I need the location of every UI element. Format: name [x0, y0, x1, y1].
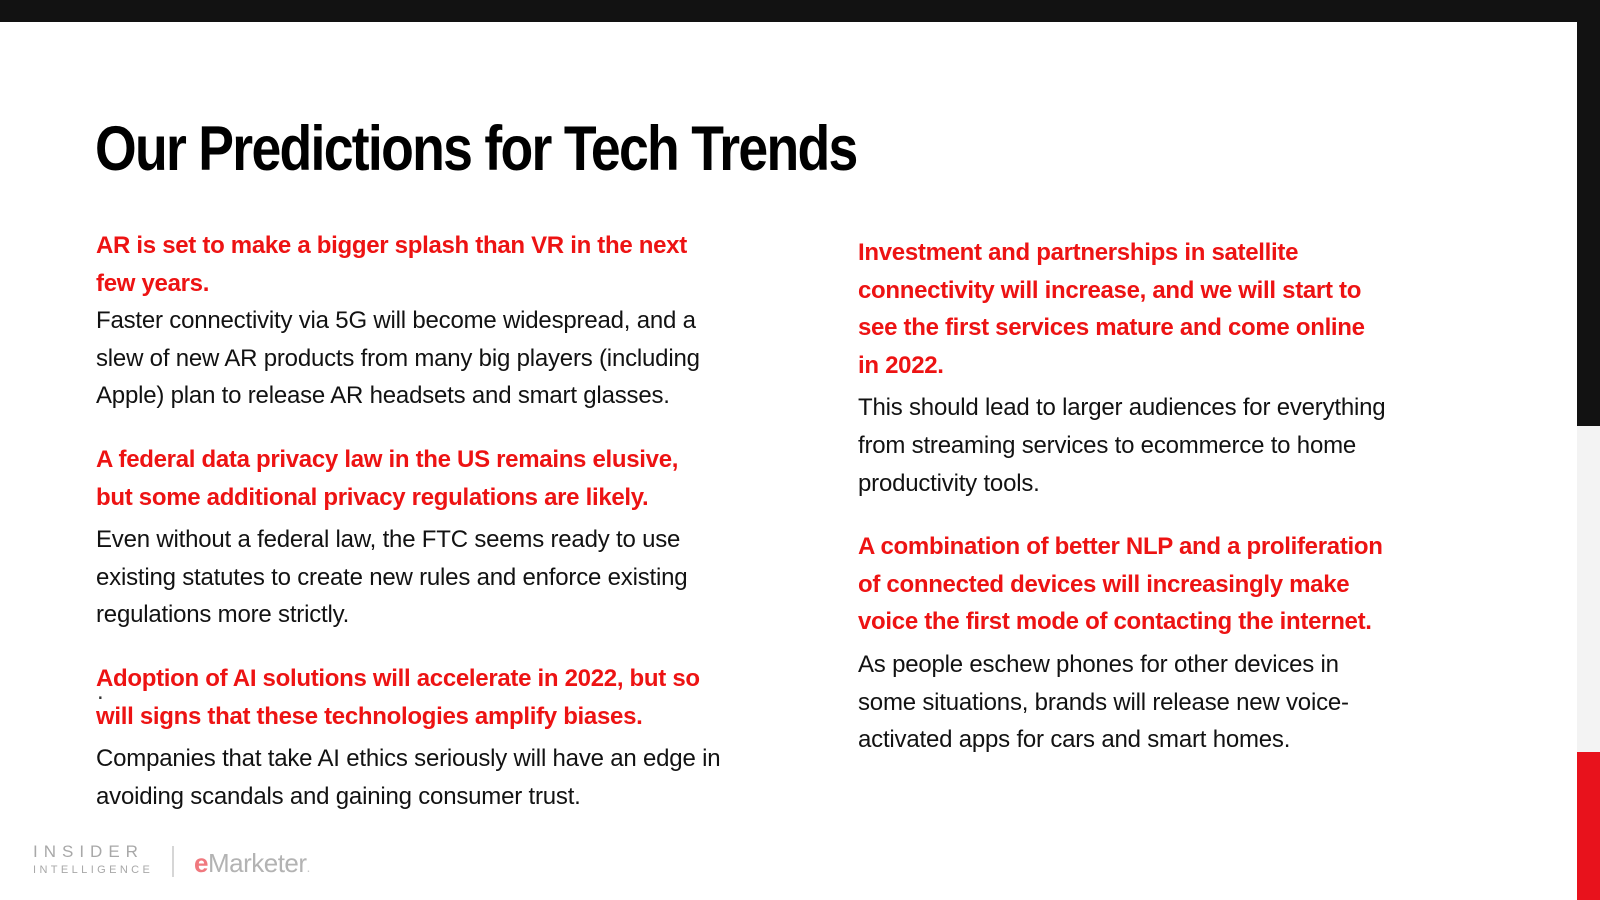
- right-edge-strip-red: [1577, 752, 1600, 900]
- prediction-heading: Investment and partnerships in satellite…: [858, 239, 1365, 379]
- page-title: Our Predictions for Tech Trends: [95, 114, 858, 184]
- prediction-heading: A combination of better NLP and a prolif…: [858, 533, 1383, 636]
- prediction-block-privacy-law: A federal data privacy law in the US rem…: [96, 441, 816, 634]
- prediction-body: As people eschew phones for other device…: [858, 650, 1349, 754]
- insider-logo-line1: INSIDER: [33, 842, 144, 861]
- footer: INSIDER INTELLIGENCE eMarketer.: [0, 838, 400, 888]
- predictions-column-left: AR is set to make a bigger splash than V…: [96, 227, 816, 815]
- insider-logo-line2: INTELLIGENCE: [33, 864, 154, 876]
- prediction-body: Companies that take AI ethics seriously …: [96, 745, 721, 810]
- prediction-heading: AR is set to make a bigger splash than V…: [96, 232, 687, 297]
- right-edge-strip-gray: [1577, 426, 1600, 752]
- prediction-body: Faster connectivity via 5G will become w…: [96, 307, 700, 410]
- footer-logo-divider: [172, 846, 174, 877]
- prediction-block-nlp-voice: A combination of better NLP and a prolif…: [858, 528, 1498, 759]
- stray-period-mark: .: [97, 678, 104, 705]
- insider-intelligence-logo: INSIDER INTELLIGENCE: [33, 842, 153, 876]
- prediction-body: This should lead to larger audiences for…: [858, 394, 1386, 497]
- prediction-block-ai-adoption: Adoption of AI solutions will accelerate…: [96, 660, 816, 815]
- prediction-heading: A federal data privacy law in the US rem…: [96, 445, 679, 511]
- predictions-column-right: Investment and partnerships in satellite…: [858, 234, 1498, 759]
- emarketer-logo-initial: e: [194, 848, 208, 878]
- emarketer-logo-rest: Marketer: [207, 848, 307, 878]
- top-black-bar: [0, 0, 1600, 22]
- prediction-body: Even without a federal law, the FTC seem…: [96, 526, 688, 629]
- prediction-block-satellite: Investment and partnerships in satellite…: [858, 234, 1498, 502]
- prediction-block-ar-vr: AR is set to make a bigger splash than V…: [96, 227, 816, 415]
- right-edge-strip-black: [1577, 0, 1600, 426]
- emarketer-logo-dot: .: [306, 859, 311, 875]
- prediction-heading: Adoption of AI solutions will accelerate…: [96, 664, 700, 730]
- emarketer-logo: eMarketer.: [194, 848, 311, 880]
